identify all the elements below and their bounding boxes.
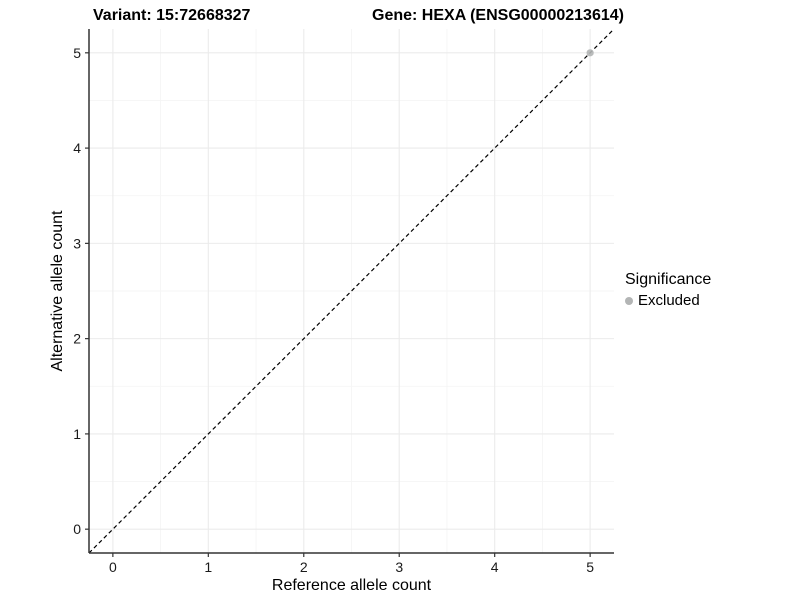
x-tick-label: 4 xyxy=(491,559,499,575)
x-tick-label: 2 xyxy=(300,559,308,575)
excluded-point-icon xyxy=(625,296,633,305)
grid-major xyxy=(89,29,614,553)
x-tick-label: 3 xyxy=(395,559,403,575)
plot-title-gene: Gene: HEXA (ENSG00000213614) xyxy=(372,7,624,24)
plot-title-variant: Variant: 15:72668327 xyxy=(93,7,251,24)
y-tick-label: 2 xyxy=(73,331,81,347)
y-axis-title: Alternative allele count xyxy=(49,210,66,372)
series-excluded xyxy=(586,49,594,57)
legend-item-label: Excluded xyxy=(638,292,700,309)
x-tick-label: 5 xyxy=(586,559,594,575)
legend-item-excluded: Excluded xyxy=(625,292,711,309)
y-tick-label: 3 xyxy=(73,235,81,251)
y-tick-label: 1 xyxy=(73,426,81,442)
y-tick-label: 4 xyxy=(73,140,81,156)
grid-minor xyxy=(89,29,614,553)
identity-line xyxy=(88,28,615,554)
x-tick-label: 0 xyxy=(109,559,117,575)
x-axis-title: Reference allele count xyxy=(271,577,432,594)
y-tick-label: 0 xyxy=(73,521,81,537)
data-point xyxy=(586,49,594,57)
tick-marks xyxy=(85,52,591,557)
y-tick-label: 5 xyxy=(73,45,81,61)
x-tick-label: 1 xyxy=(204,559,212,575)
axis-lines xyxy=(88,29,614,554)
legend: Significance Excluded xyxy=(625,270,711,309)
legend-title: Significance xyxy=(625,271,712,288)
